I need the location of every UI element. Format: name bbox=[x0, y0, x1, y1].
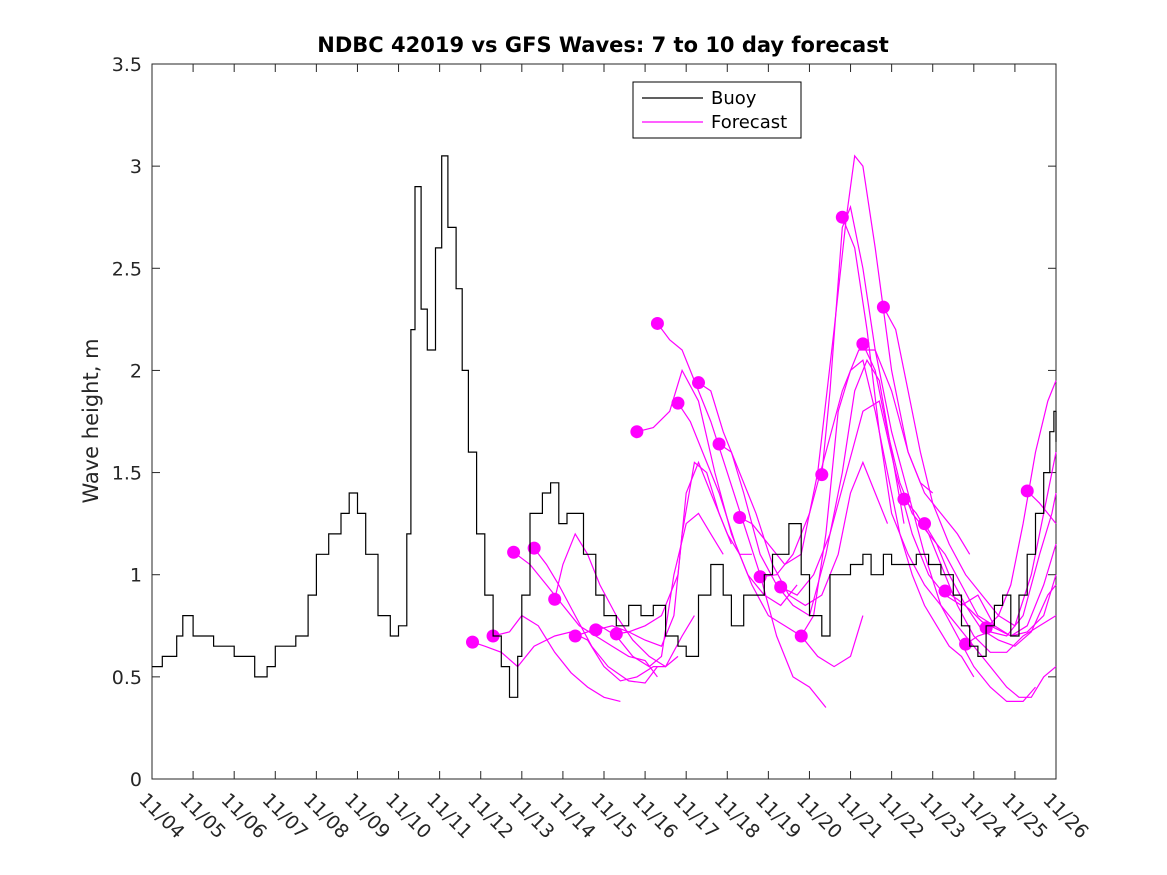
y-tick-label: 3.5 bbox=[112, 54, 142, 76]
forecast-marker bbox=[1020, 484, 1034, 498]
forecast-marker bbox=[897, 492, 911, 506]
y-tick-label: 2 bbox=[130, 360, 142, 382]
forecast-marker bbox=[856, 337, 870, 351]
y-tick-label: 1 bbox=[130, 565, 142, 587]
forecast-line bbox=[533, 547, 658, 684]
forecast-marker bbox=[774, 580, 788, 594]
forecast-marker bbox=[733, 511, 747, 525]
legend: Buoy Forecast bbox=[632, 81, 802, 139]
forecast-marker bbox=[753, 570, 767, 584]
forecast-marker bbox=[548, 592, 562, 606]
forecast-line bbox=[595, 461, 732, 647]
forecast-line bbox=[698, 382, 889, 607]
buoy-line bbox=[152, 155, 1057, 698]
forecast-line bbox=[821, 204, 1057, 698]
forecast-line bbox=[492, 614, 621, 702]
y-tick-label: 3 bbox=[130, 156, 142, 178]
forecast-marker bbox=[609, 627, 623, 641]
forecast-marker bbox=[876, 300, 890, 314]
forecast-marker bbox=[568, 629, 582, 643]
legend-label-forecast: Forecast bbox=[711, 112, 787, 133]
forecast-marker bbox=[835, 210, 849, 224]
forecast-line bbox=[780, 400, 995, 627]
forecast-marker bbox=[589, 623, 603, 637]
legend-box bbox=[632, 81, 802, 139]
forecast-line bbox=[965, 492, 1057, 645]
forecast-marker bbox=[938, 584, 952, 598]
forecast-marker bbox=[959, 637, 973, 651]
y-tick-label: 1.5 bbox=[112, 463, 142, 485]
chart-title: NDBC 42019 vs GFS Waves: 7 to 10 day for… bbox=[317, 33, 888, 57]
forecast-line bbox=[985, 380, 1057, 629]
forecast-marker bbox=[630, 425, 644, 439]
forecast-marker bbox=[692, 376, 706, 390]
y-tick-label: 0.5 bbox=[112, 667, 142, 689]
forecast-marker bbox=[527, 541, 541, 555]
forecast-line bbox=[882, 306, 1057, 627]
forecast-marker bbox=[650, 316, 664, 330]
forecast-line bbox=[616, 460, 752, 635]
forecast-line bbox=[636, 368, 798, 607]
forecast-line bbox=[862, 343, 1057, 637]
y-tick-label: 0 bbox=[130, 769, 142, 791]
forecast-marker bbox=[671, 396, 685, 410]
y-axis-label: Wave height, m bbox=[79, 338, 103, 503]
forecast-marker bbox=[815, 468, 829, 482]
forecast-line bbox=[800, 359, 975, 678]
forecast-line bbox=[760, 349, 971, 578]
legend-label-buoy: Buoy bbox=[711, 88, 757, 109]
forecast-marker bbox=[507, 545, 521, 559]
forecast-line bbox=[677, 402, 864, 668]
forecast-line bbox=[923, 523, 1057, 647]
forecast-line bbox=[656, 323, 827, 708]
forecast-marker bbox=[918, 517, 932, 531]
forecast-marker bbox=[712, 437, 726, 451]
forecast-marker bbox=[466, 635, 480, 649]
y-tick-label: 2.5 bbox=[112, 258, 142, 280]
forecast-marker bbox=[794, 629, 808, 643]
forecast-line bbox=[841, 216, 1036, 703]
